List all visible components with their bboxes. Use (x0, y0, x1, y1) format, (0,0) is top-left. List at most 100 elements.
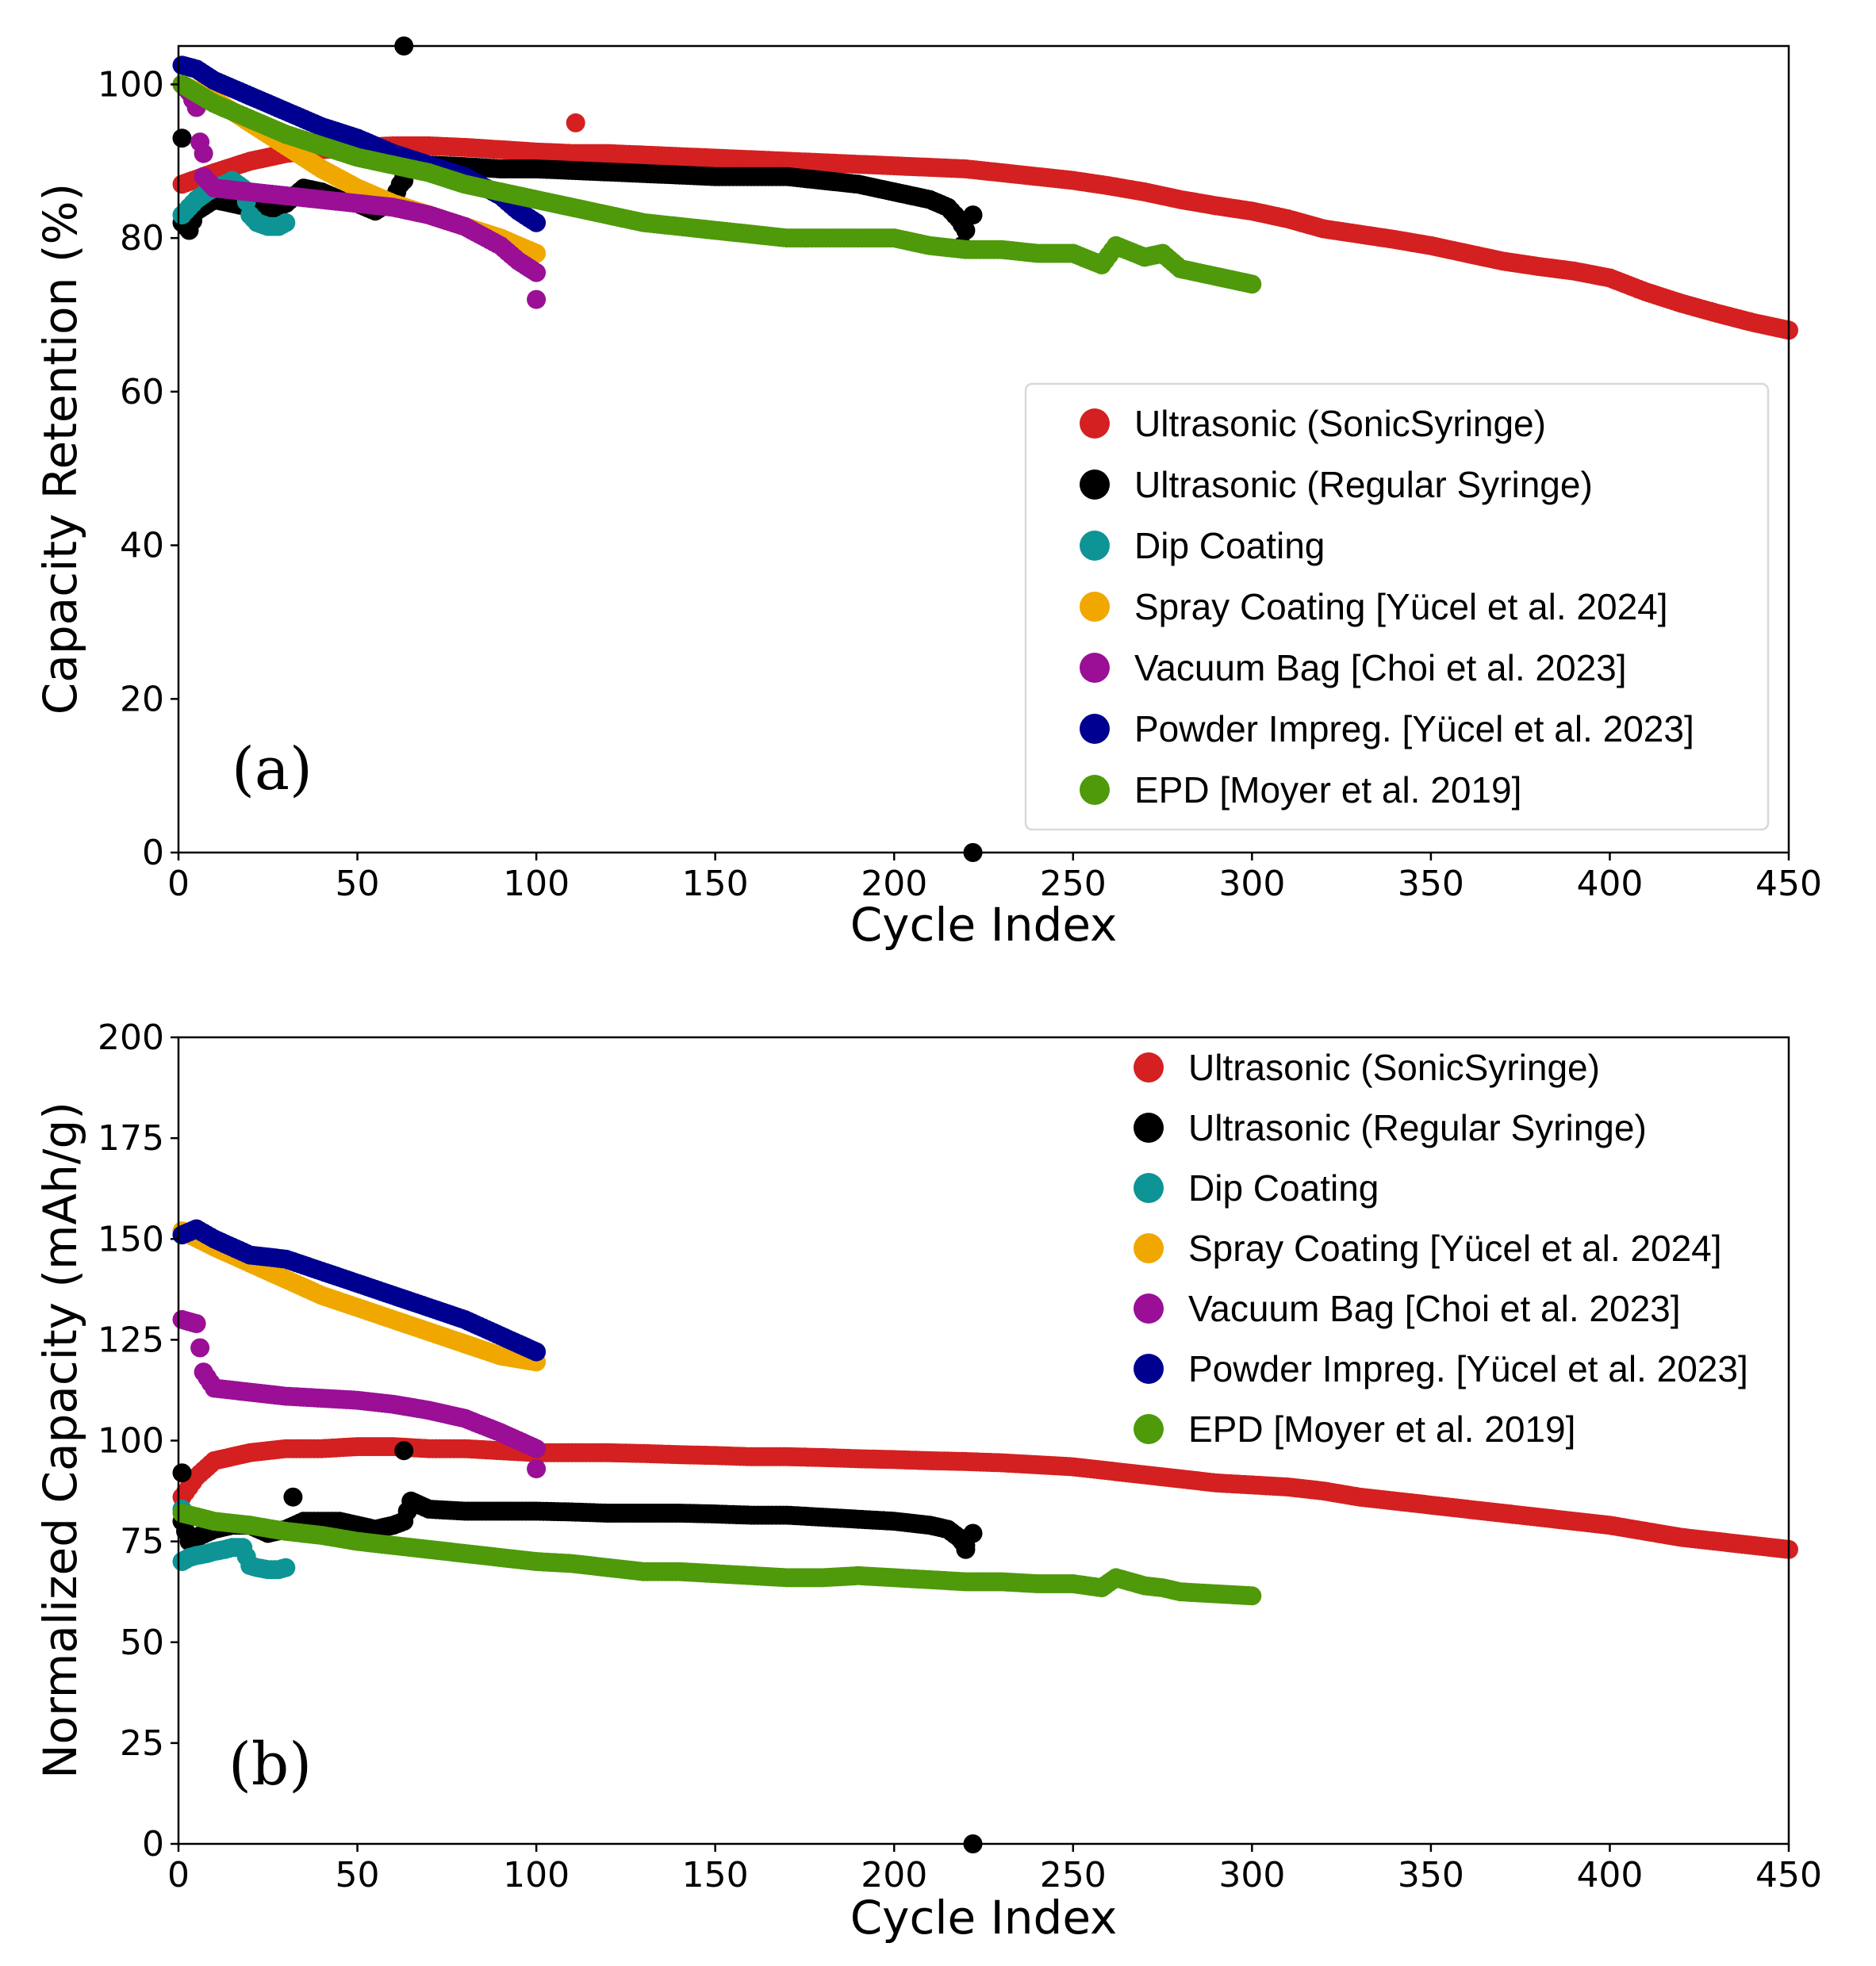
x-tick-label: 300 (1218, 864, 1285, 904)
legend-label: Dip Coating (1188, 1167, 1379, 1209)
panel-a-y-axis-label: Capacity Retention (%) (33, 183, 87, 715)
legend-marker (1080, 469, 1110, 500)
data-point (527, 263, 547, 282)
x-tick-label: 350 (1398, 1855, 1464, 1895)
legend-item-sonic: Ultrasonic (SonicSyringe) (1080, 403, 1546, 444)
data-point (527, 213, 547, 232)
outlier-point (527, 1459, 547, 1479)
legend-label: Spray Coating [Yücel et al. 2024] (1188, 1228, 1722, 1269)
data-point (527, 1342, 547, 1362)
outlier-point (283, 1487, 303, 1507)
legend-item-epd: EPD [Moyer et al. 2019] (1134, 1408, 1575, 1450)
legend-label: Ultrasonic (Regular Syringe) (1134, 464, 1593, 505)
x-tick-label: 50 (336, 1855, 380, 1895)
panel-b-x-ticks: 0 50 100 150 200 250 300 350 400 450 (167, 1844, 1822, 1895)
legend-item-regular: Ultrasonic (Regular Syringe) (1134, 1107, 1647, 1148)
legend-marker (1134, 1052, 1164, 1083)
data-point (276, 213, 296, 232)
outlier-point (172, 128, 192, 148)
panel-b-label: (b) (228, 1730, 312, 1799)
outlier-point (172, 1463, 192, 1483)
series-epd (172, 75, 1262, 294)
legend-marker (1134, 1173, 1164, 1203)
panel-a-chart: 0 50 100 150 200 250 300 350 400 450 0 20 40 60 80 100… (33, 36, 1822, 952)
y-tick-label: 0 (142, 1824, 164, 1864)
data-point (276, 1558, 296, 1577)
legend-label: Vacuum Bag [Choi et al. 2023] (1134, 647, 1627, 688)
legend-label: Spray Coating [Yücel et al. 2024] (1134, 586, 1668, 627)
legend-item-powder: Powder Impreg. [Yücel et al. 2023] (1080, 708, 1694, 749)
series-dip (172, 1499, 296, 1580)
series-sonic (172, 1437, 1798, 1559)
x-tick-label: 150 (682, 864, 749, 904)
legend-marker (1080, 531, 1110, 561)
panel-a-axes-frame (177, 44, 1790, 854)
legend-marker (1080, 408, 1110, 439)
x-tick-label: 0 (167, 1855, 190, 1895)
x-tick-label: 250 (1040, 864, 1107, 904)
legend-marker (1080, 714, 1110, 744)
legend-label: Ultrasonic (Regular Syringe) (1188, 1107, 1647, 1148)
panel-b-legend: Ultrasonic (SonicSyringe) Ultrasonic (Reg… (1134, 1047, 1748, 1450)
panel-b-chart: 0 50 100 150 200 250 300 350 400 450 0 25 50 75 100 12… (33, 1017, 1822, 1945)
legend-item-spray: Spray Coating [Yücel et al. 2024] (1080, 586, 1668, 627)
legend-marker (1134, 1414, 1164, 1444)
data-point (1242, 1586, 1262, 1606)
y-tick-label: 60 (120, 372, 164, 412)
y-tick-label: 0 (142, 833, 164, 873)
y-tick-label: 175 (98, 1118, 164, 1159)
panel-a-legend: Ultrasonic (SonicSyringe) Ultrasonic (Reg… (1024, 382, 1770, 831)
legend-marker (1134, 1113, 1164, 1143)
legend-label: Vacuum Bag [Choi et al. 2023] (1188, 1288, 1681, 1329)
x-tick-label: 100 (503, 1855, 570, 1895)
outlier-point (194, 144, 213, 163)
x-tick-label: 200 (861, 864, 927, 904)
panel-b-y-axis-label: Normalized Capacity (mAh/g) (33, 1102, 87, 1779)
legend-label: Dip Coating (1134, 525, 1325, 566)
legend-marker (1080, 592, 1110, 622)
x-tick-label: 400 (1576, 864, 1643, 904)
legend-label: Powder Impreg. [Yücel et al. 2023] (1134, 708, 1694, 749)
outlier-point (394, 1441, 414, 1461)
panel-b-x-axis-label: Cycle Index (850, 1891, 1118, 1945)
series-epd (172, 1504, 1262, 1606)
x-tick-label: 350 (1398, 864, 1464, 904)
legend-item-sonic: Ultrasonic (SonicSyringe) (1134, 1047, 1600, 1088)
panel-a-points (172, 36, 1798, 862)
y-tick-label: 100 (98, 64, 164, 105)
y-tick-label: 150 (98, 1219, 164, 1259)
series-powder (172, 1219, 547, 1362)
legend-item-dip: Dip Coating (1080, 525, 1325, 566)
legend-item-vacuum: Vacuum Bag [Choi et al. 2023] (1134, 1288, 1681, 1329)
y-tick-label: 80 (120, 218, 164, 259)
y-tick-label: 200 (98, 1017, 164, 1058)
legend-item-powder: Powder Impreg. [Yücel et al. 2023] (1134, 1348, 1748, 1389)
x-tick-label: 400 (1576, 1855, 1643, 1895)
panel-a-legend-frame (1024, 382, 1770, 831)
legend-marker (1134, 1354, 1164, 1384)
panel-b-points (172, 1219, 1798, 1853)
data-point (527, 1439, 547, 1458)
x-tick-label: 150 (682, 1855, 749, 1895)
data-point (190, 1338, 210, 1358)
data-point (1242, 274, 1262, 294)
x-tick-label: 100 (503, 864, 570, 904)
legend-item-spray: Spray Coating [Yücel et al. 2024] (1134, 1228, 1722, 1269)
panel-a-label: (a) (232, 735, 313, 803)
data-point (186, 1314, 206, 1333)
panel-a-y-ticks: 0 20 40 60 80 100 (98, 64, 178, 873)
x-tick-label: 50 (336, 864, 380, 904)
outlier-point (963, 1523, 983, 1543)
legend-item-vacuum: Vacuum Bag [Choi et al. 2023] (1080, 647, 1627, 688)
legend-item-regular: Ultrasonic (Regular Syringe) (1080, 464, 1593, 505)
outlier-point (956, 1539, 976, 1559)
y-tick-label: 40 (120, 526, 164, 566)
x-tick-label: 450 (1755, 1855, 1822, 1895)
x-tick-label: 450 (1755, 864, 1822, 904)
legend-marker (1080, 653, 1110, 683)
y-tick-label: 125 (98, 1320, 164, 1360)
x-tick-label: 300 (1218, 1855, 1285, 1895)
x-tick-label: 200 (861, 1855, 927, 1895)
outlier-point (527, 289, 547, 309)
